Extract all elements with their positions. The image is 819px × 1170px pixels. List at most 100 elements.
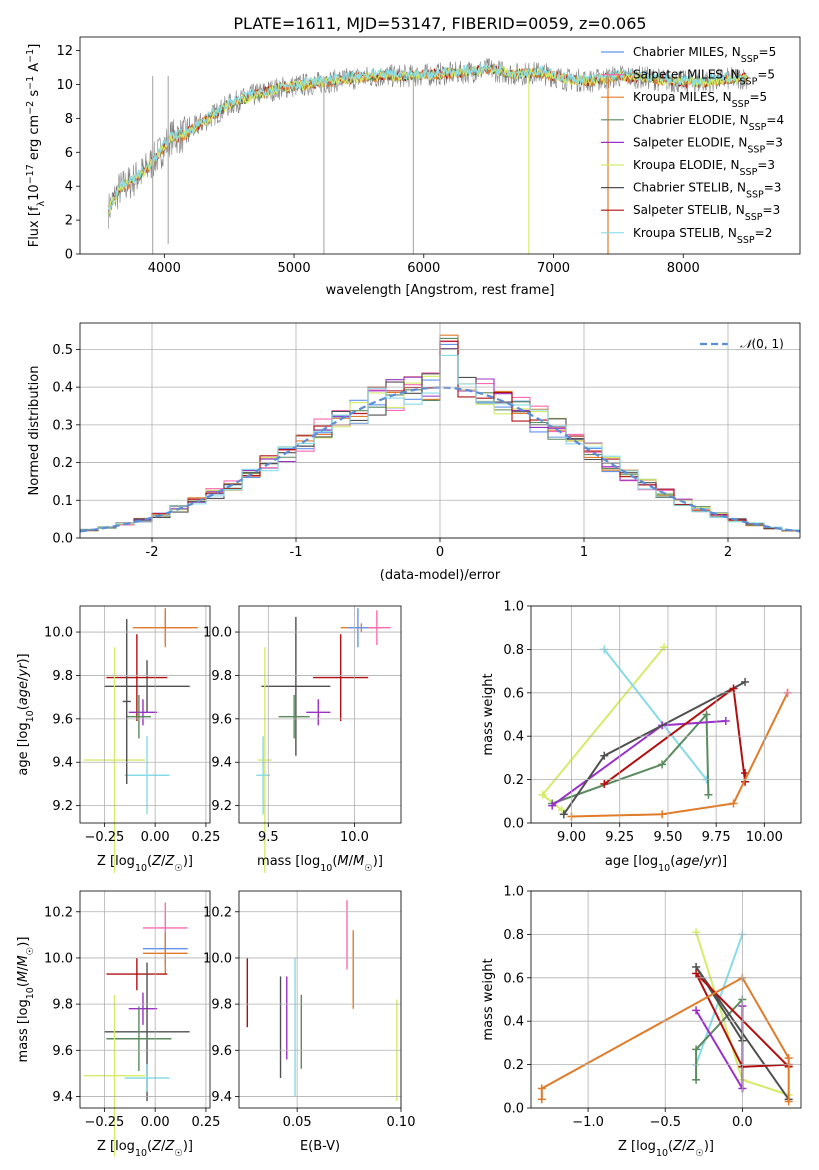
weight-vs-age-panel: age [log10(age/yr)] mass weight xyxy=(481,643,792,874)
mass-vs-Z-panel: Z [log10(Z/Z☉)] mass [log10(M/M☉)] xyxy=(16,902,193,1159)
weight-series-line xyxy=(695,998,744,1080)
y-tick-label: 8 xyxy=(65,112,73,127)
mass-vs-Z-xlabel: Z [log10(Z/Z☉)] xyxy=(97,1139,193,1159)
y-tick-label: 0.0 xyxy=(52,532,73,547)
weight-series-line xyxy=(571,692,789,818)
y-tick-label: 0 xyxy=(65,248,73,263)
spectrum-plot-area xyxy=(107,58,749,254)
y-tick-label: 10.2 xyxy=(44,905,73,920)
residuals-axes: -2 -1 0 1 2 0.0 0.1 0.2 0.3 0.4 0.5 xyxy=(52,323,800,560)
y-tick-label: 10.0 xyxy=(203,951,232,966)
y-tick-label: 12 xyxy=(56,44,73,59)
weight-vs-age-axes: 9.00 9.25 9.50 9.75 10.00 0.0 0.2 0.4 0.6 0.8 1.0 xyxy=(503,600,801,845)
y-tick-label: 9.6 xyxy=(52,712,73,727)
y-tick-label: 0.4 xyxy=(503,1015,524,1030)
legend-entry: Kroupa ELODIE, NSSP=3 xyxy=(633,158,775,178)
age-vs-mass-xlabel: mass [log10(M/M☉)] xyxy=(257,854,383,874)
x-tick-label: 6000 xyxy=(407,261,440,276)
y-tick-label: 0.2 xyxy=(503,773,524,788)
legend-entry: Salpeter ELODIE, NSSP=3 xyxy=(633,135,783,155)
age-vs-Z-panel: Z [log10(Z/Z☉)] age [log10(age/yr)] xyxy=(16,608,198,874)
x-tick-label: 0.25 xyxy=(191,1115,220,1130)
x-tick-label: 4000 xyxy=(148,261,181,276)
x-tick-label: −0.25 xyxy=(84,830,124,845)
x-tick-label: 2 xyxy=(724,545,732,560)
spectrum-axes: 4000 5000 6000 7000 8000 0 2 4 6 8 10 12 xyxy=(56,44,699,276)
mass-vs-Z-axes: −0.25 0.00 0.25 9.4 9.6 9.8 10.0 10.2 xyxy=(44,891,220,1130)
weight-vs-Z-ylabel: mass weight xyxy=(481,958,496,1040)
y-tick-label: 9.8 xyxy=(52,998,73,1013)
legend-entry: Chabrier MILES, NSSP=5 xyxy=(633,45,776,65)
age-vs-Z-frame xyxy=(79,605,211,824)
y-tick-label: 9.8 xyxy=(211,998,232,1013)
y-tick-label: 0.2 xyxy=(52,456,73,471)
y-tick-label: 0.2 xyxy=(503,1058,524,1073)
mass-vs-ebv-xlabel: E(B-V) xyxy=(300,1139,340,1154)
y-tick-label: 9.4 xyxy=(52,756,73,771)
age-vs-Z-xlabel: Z [log10(Z/Z☉)] xyxy=(97,854,193,874)
legend-entry: Kroupa STELIB, NSSP=2 xyxy=(633,226,772,246)
x-tick-label: 0.05 xyxy=(283,1115,312,1130)
age-vs-Z-plot-area xyxy=(84,608,198,873)
mass-vs-Z-ylabel: mass [log10(M/M☉)] xyxy=(16,937,36,1063)
age-vs-mass-plot-area xyxy=(256,608,391,873)
y-tick-label: 1.0 xyxy=(503,600,524,615)
x-tick-label: 10.00 xyxy=(746,830,783,845)
figure-title: PLATE=1611, MJD=53147, FIBERID=0059, z=0… xyxy=(233,14,646,33)
x-tick-label: 0.0 xyxy=(732,1115,753,1130)
y-tick-label: 9.2 xyxy=(211,799,232,814)
y-tick-label: 9.4 xyxy=(211,1090,232,1105)
y-tick-label: 0.4 xyxy=(503,730,524,745)
spectrum-model-line xyxy=(108,64,749,215)
spectrum-panel: wavelength [Angstrom, rest frame] Flux [f… xyxy=(25,44,785,298)
spectrum-ylabel: Flux [fλ10−17 erg cm−2 s−1 A−1] xyxy=(25,44,47,248)
y-tick-label: 9.6 xyxy=(211,712,232,727)
y-tick-label: 9.6 xyxy=(52,1044,73,1059)
weight-series-line xyxy=(551,711,710,805)
x-tick-label: 0.00 xyxy=(141,830,170,845)
y-tick-label: 6 xyxy=(65,146,73,161)
spectrum-legend: Chabrier MILES, NSSP=5 Salpeter MILES, NS… xyxy=(601,45,784,245)
residuals-frame xyxy=(79,322,801,539)
weight-vs-age-xlabel: age [log10(age/yr)] xyxy=(605,854,727,874)
mass-vs-ebv-plot-area xyxy=(246,900,398,1102)
y-tick-label: 0.6 xyxy=(503,971,524,986)
x-tick-label: -1 xyxy=(290,545,303,560)
y-tick-label: 4 xyxy=(65,180,73,195)
legend-entry: Salpeter STELIB, NSSP=3 xyxy=(633,203,780,223)
x-tick-label: 10.0 xyxy=(340,830,369,845)
x-tick-label: −0.5 xyxy=(649,1115,681,1130)
spectrum-xlabel: wavelength [Angstrom, rest frame] xyxy=(326,283,555,298)
mass-vs-Z-frame xyxy=(79,890,211,1109)
weight-vs-age-ylabel: mass weight xyxy=(481,673,496,755)
y-tick-label: 10.0 xyxy=(203,626,232,641)
y-tick-label: 0.3 xyxy=(52,418,73,433)
panels: wavelength [Angstrom, rest frame] Flux [f… xyxy=(16,36,802,1159)
x-tick-label: 0.25 xyxy=(191,830,220,845)
y-tick-label: 10.2 xyxy=(203,905,232,920)
legend-entry: Chabrier ELODIE, NSSP=4 xyxy=(633,113,784,133)
x-tick-label: 5000 xyxy=(278,261,311,276)
x-tick-label: 1 xyxy=(580,545,588,560)
y-tick-label: 10 xyxy=(56,78,73,93)
weight-series-line xyxy=(562,681,746,815)
legend-entry: Chabrier STELIB, NSSP=3 xyxy=(633,181,781,201)
y-tick-label: 9.4 xyxy=(211,756,232,771)
x-tick-label: 9.5 xyxy=(258,830,279,845)
x-tick-label: −0.25 xyxy=(84,1115,124,1130)
y-tick-label: 1.0 xyxy=(503,885,524,900)
x-tick-label: 8000 xyxy=(667,261,700,276)
x-tick-label: 0 xyxy=(436,545,444,560)
x-tick-label: 7000 xyxy=(537,261,570,276)
age-vs-mass-frame xyxy=(238,605,402,824)
residuals-ylabel: Normed distribution xyxy=(27,366,42,496)
age-vs-mass-axes: 9.5 10.0 9.2 9.4 9.6 9.8 10.0 xyxy=(203,606,401,845)
x-tick-label: −1.0 xyxy=(572,1115,604,1130)
spectrum-model-line xyxy=(107,63,749,211)
y-tick-label: 9.2 xyxy=(52,799,73,814)
x-tick-label: 9.50 xyxy=(653,830,682,845)
x-tick-label: 9.25 xyxy=(605,830,634,845)
y-tick-label: 9.4 xyxy=(52,1090,73,1105)
weight-vs-Z-xlabel: Z [log10(Z/Z☉)] xyxy=(618,1139,714,1159)
